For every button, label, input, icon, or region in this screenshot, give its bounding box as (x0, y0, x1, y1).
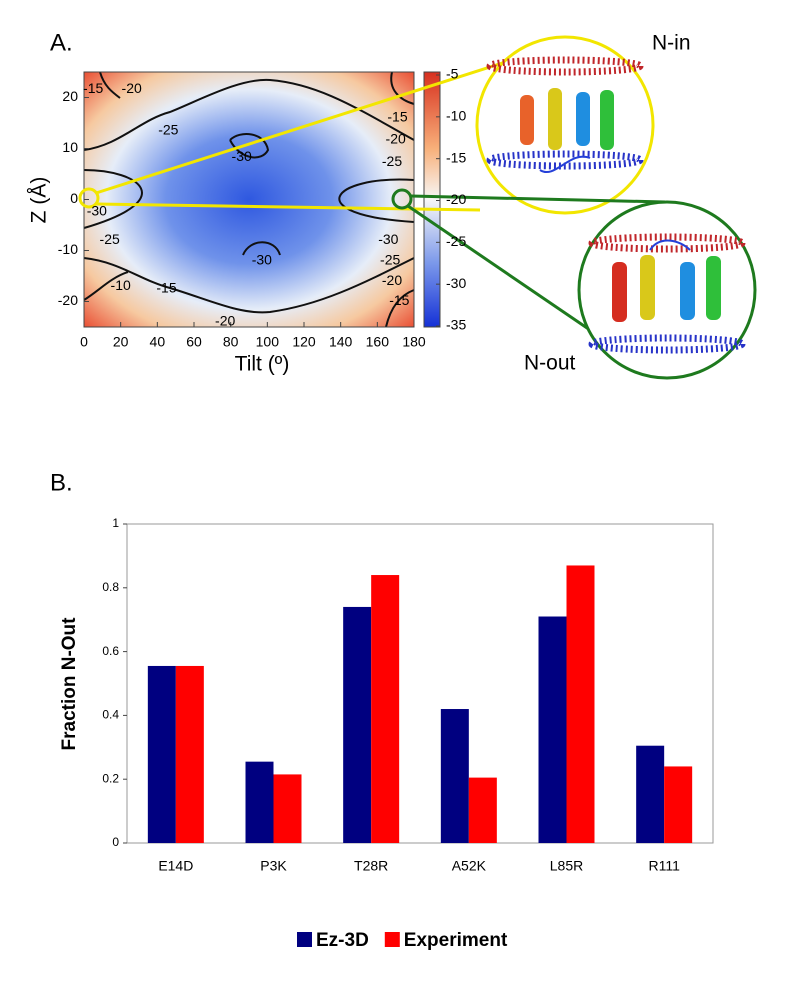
x-tick-label: 40 (150, 334, 166, 350)
y-tick-label: 0 (112, 835, 119, 849)
colorbar-tick-label: -20 (446, 191, 466, 207)
x-tick-label: 180 (402, 334, 426, 350)
contour-label: -20 (215, 313, 235, 329)
y-tick-label: 0.2 (102, 771, 119, 785)
x-tick-label: P3K (260, 858, 287, 874)
legend-label: Ez-3D (316, 930, 369, 951)
y-tick-label: 0 (70, 190, 78, 206)
contour-label: -15 (83, 80, 103, 96)
panel-label: A. (50, 29, 73, 56)
zoom-line (95, 202, 481, 212)
y-tick-label: 1 (112, 516, 119, 530)
bar (175, 665, 204, 843)
contour (99, 71, 121, 99)
bar (440, 709, 469, 843)
contour (83, 169, 143, 229)
contour-label: -25 (382, 153, 402, 169)
protein-cartoon (486, 56, 644, 173)
colorbar-tick-label: -15 (446, 149, 466, 165)
zoom-line (95, 58, 513, 195)
zoom-circle (475, 35, 655, 215)
colorbar-tick-label: -35 (446, 317, 466, 333)
heatmap (84, 72, 414, 327)
contour (229, 133, 270, 159)
bar (147, 665, 176, 843)
y-tick-label: 0.6 (102, 644, 119, 658)
contour-label: -20 (382, 272, 402, 288)
contour (242, 241, 281, 256)
contour-label: -15 (389, 292, 409, 308)
bar (468, 777, 497, 843)
y-tick-label: 20 (62, 88, 78, 104)
x-tick-label: 120 (292, 334, 316, 350)
x-tick-label: 140 (329, 334, 353, 350)
y-axis-title: Fraction N-Out (59, 617, 80, 751)
y-tick-label: -20 (58, 292, 78, 308)
colorbar-tick-label: -5 (446, 66, 459, 82)
contour (390, 71, 415, 105)
legend-swatch (384, 932, 400, 947)
bar (566, 565, 595, 843)
legend-label: Experiment (404, 930, 508, 951)
colorbar-tick-label: -30 (446, 275, 466, 291)
y-tick-label: 0.4 (102, 708, 119, 722)
x-tick-label: 0 (80, 334, 88, 350)
x-tick-label: L85R (550, 858, 583, 874)
contour-label: -30 (87, 202, 107, 218)
y-tick-label: 0.8 (102, 580, 119, 594)
x-tick-label: 80 (223, 334, 239, 350)
colorbar (423, 71, 441, 328)
x-tick-label: 20 (113, 334, 129, 350)
legend-swatch (297, 932, 312, 947)
x-tick-label: 100 (256, 334, 280, 350)
bar (273, 774, 302, 843)
y-tick-label: -10 (58, 241, 78, 257)
bar (245, 761, 274, 843)
colorbar-tick-label: -25 (446, 233, 466, 249)
zoom-line (410, 194, 666, 204)
contour-label: -15 (387, 109, 407, 125)
marker-circle (391, 188, 413, 210)
x-tick-label: R111 (648, 858, 680, 874)
bar (664, 766, 693, 843)
x-tick-label: 160 (366, 334, 390, 350)
plot-frame (126, 523, 714, 844)
marker-circle (78, 187, 100, 209)
contour-label: -25 (100, 231, 120, 247)
contour-label: -10 (111, 277, 131, 293)
panel-label: B. (50, 469, 73, 496)
contour-label: -15 (156, 279, 176, 295)
bar (538, 616, 567, 843)
bar (636, 745, 665, 843)
y-axis-title: Z (Å) (28, 177, 51, 224)
contour-label: -30 (378, 231, 398, 247)
x-tick-label: T28R (354, 858, 388, 874)
x-tick-label: 60 (186, 334, 202, 350)
colorbar-tick-label: -10 (446, 108, 466, 124)
contour (83, 271, 129, 301)
contour (338, 178, 415, 223)
protein-cartoon (588, 233, 746, 354)
x-tick-label: A52K (452, 858, 487, 874)
contour (83, 257, 415, 314)
y-tick-label: 10 (62, 139, 78, 155)
contour-label: -25 (158, 121, 178, 137)
contour (385, 289, 415, 328)
contour-label: -30 (232, 148, 252, 164)
annotation: N-out (524, 352, 576, 375)
zoom-line (407, 204, 591, 332)
contour-label: -25 (380, 251, 400, 267)
annotation: N-in (652, 32, 691, 55)
bar (343, 606, 372, 843)
bar (371, 575, 400, 843)
x-tick-label: E14D (158, 858, 193, 874)
x-axis-title: Tilt (º) (235, 353, 290, 376)
contour-label: -30 (252, 251, 272, 267)
contour-label: -20 (122, 80, 142, 96)
contour (83, 78, 415, 151)
contour-label: -20 (386, 131, 406, 147)
contour-lines (83, 71, 415, 328)
